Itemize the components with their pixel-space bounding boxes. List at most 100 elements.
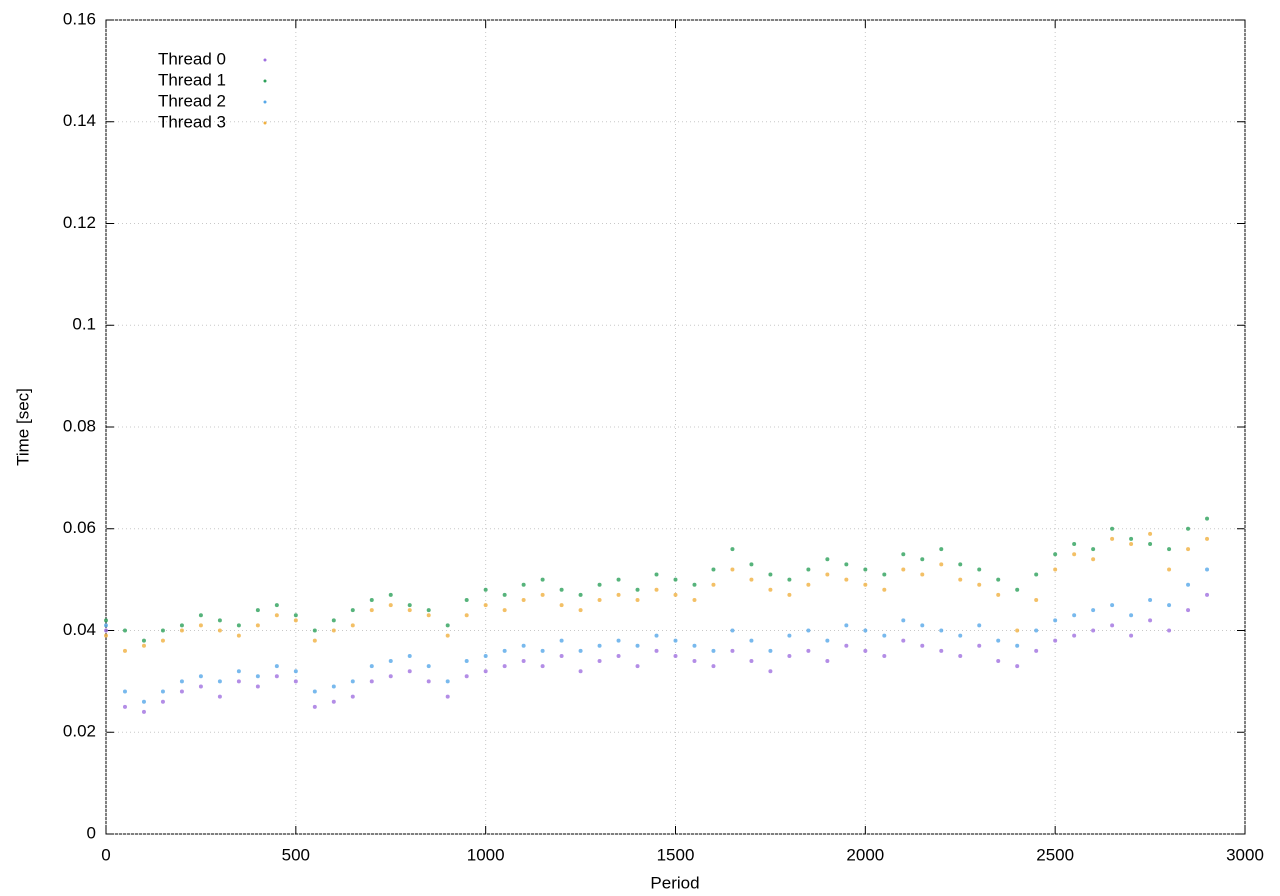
point — [445, 679, 450, 684]
point — [730, 567, 735, 572]
x-tick-label: 1500 — [657, 845, 695, 864]
point — [882, 653, 887, 658]
point — [122, 704, 127, 709]
point — [464, 613, 469, 618]
point — [1148, 542, 1153, 547]
point — [920, 623, 925, 628]
point — [502, 608, 507, 613]
point — [141, 709, 146, 714]
point — [1034, 597, 1039, 602]
point — [502, 592, 507, 597]
point — [806, 582, 811, 587]
point — [198, 684, 203, 689]
point — [1034, 648, 1039, 653]
point — [977, 582, 982, 587]
point — [1053, 638, 1058, 643]
point — [787, 653, 792, 658]
point — [635, 597, 640, 602]
point — [141, 643, 146, 648]
point — [426, 608, 431, 613]
point — [692, 597, 697, 602]
point — [331, 628, 336, 633]
x-axis-label: Period — [650, 873, 699, 892]
x-tick-label: 0 — [101, 845, 110, 864]
point — [236, 633, 241, 638]
point — [369, 597, 374, 602]
point — [1148, 531, 1153, 536]
point — [521, 597, 526, 602]
y-tick-label: 0.12 — [63, 213, 96, 232]
point — [141, 638, 146, 643]
point — [198, 613, 203, 618]
point — [578, 592, 583, 597]
point — [996, 659, 1001, 664]
point — [863, 648, 868, 653]
point — [1129, 542, 1134, 547]
point — [483, 587, 488, 592]
point — [977, 567, 982, 572]
point — [787, 592, 792, 597]
point — [768, 572, 773, 577]
point — [844, 643, 849, 648]
point — [673, 577, 678, 582]
point — [673, 638, 678, 643]
legend-marker — [263, 121, 267, 125]
point — [825, 572, 830, 577]
point — [312, 638, 317, 643]
point — [939, 628, 944, 633]
point — [730, 628, 735, 633]
point — [1167, 567, 1172, 572]
y-tick-label: 0 — [87, 823, 96, 842]
point — [559, 638, 564, 643]
point — [369, 664, 374, 669]
point — [445, 633, 450, 638]
point — [749, 659, 754, 664]
point — [502, 664, 507, 669]
point — [1110, 603, 1115, 608]
y-axis-label: Time [sec] — [13, 388, 32, 466]
point — [293, 618, 298, 623]
point — [597, 582, 602, 587]
x-tick-label: 2000 — [846, 845, 884, 864]
point — [122, 628, 127, 633]
point — [977, 623, 982, 628]
point — [692, 582, 697, 587]
point — [654, 648, 659, 653]
point — [920, 557, 925, 562]
point — [996, 638, 1001, 643]
point — [104, 623, 108, 628]
point — [1167, 547, 1172, 552]
point — [350, 679, 355, 684]
point — [616, 653, 621, 658]
point — [331, 699, 336, 704]
y-tick-label: 0.16 — [63, 9, 96, 28]
point — [806, 567, 811, 572]
y-tick-label: 0.06 — [63, 518, 96, 537]
legend-label: Thread 2 — [158, 91, 226, 110]
point — [255, 608, 260, 613]
point — [407, 653, 412, 658]
point — [749, 577, 754, 582]
point — [787, 633, 792, 638]
point — [920, 572, 925, 577]
point — [331, 684, 336, 689]
point — [787, 577, 792, 582]
point — [1072, 552, 1077, 557]
point — [179, 679, 184, 684]
point — [388, 659, 393, 664]
point — [236, 679, 241, 684]
point — [521, 582, 526, 587]
y-tick-label: 0.14 — [63, 111, 96, 130]
point — [1072, 613, 1077, 618]
point — [483, 603, 488, 608]
point — [464, 659, 469, 664]
point — [578, 669, 583, 674]
point — [1186, 526, 1191, 531]
point — [217, 618, 222, 623]
point — [616, 577, 621, 582]
point — [274, 664, 279, 669]
x-tick-label: 1000 — [467, 845, 505, 864]
point — [654, 633, 659, 638]
point — [331, 618, 336, 623]
point — [104, 633, 108, 638]
